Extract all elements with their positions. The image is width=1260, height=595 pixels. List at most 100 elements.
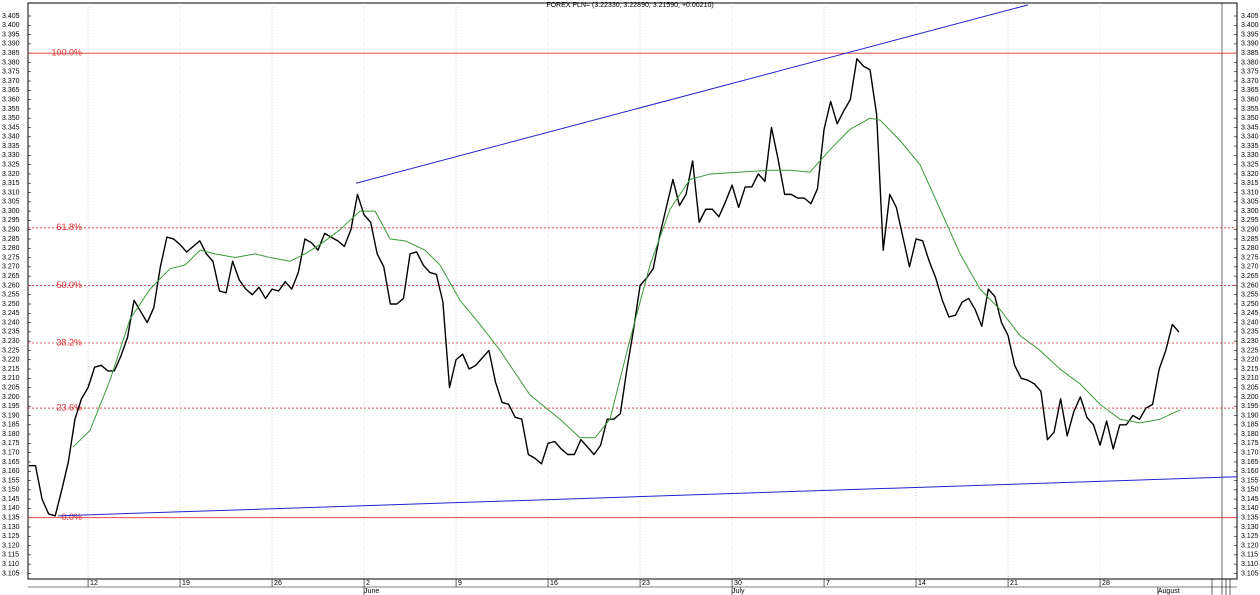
trendline [355,4,1029,184]
y-tick-label: 3.370 [1241,78,1259,85]
y-tick-label: 3.265 [2,273,20,280]
y-tick-label: 3.125 [2,533,20,540]
y-tick-label: 3.110 [2,561,19,568]
month-label: August [1158,588,1180,595]
y-tick-label: 3.145 [1241,496,1259,503]
y-tick-label: 3.235 [2,329,20,336]
y-tick-label: 3.135 [2,515,20,522]
y-tick-label: 3.285 [1241,236,1259,243]
y-tick-label: 3.220 [2,357,20,364]
y-tick-label: 3.195 [1241,403,1259,410]
y-tick-label: 3.240 [2,319,20,326]
y-tick-label: 3.370 [2,78,20,85]
y-tick-label: 3.320 [2,171,20,178]
y-tick-label: 3.400 [1241,22,1259,29]
price-line [28,58,1180,517]
y-tick-label: 3.385 [2,50,20,57]
y-tick-label: 3.170 [1241,449,1259,456]
y-tick-label: 3.295 [2,217,20,224]
y-tick-label: 3.250 [1241,301,1259,308]
x-tick-label: 30 [734,580,742,587]
y-tick-label: 3.165 [1241,459,1259,466]
y-tick-label: 3.215 [1241,366,1259,373]
y-tick-label: 3.285 [2,236,20,243]
y-tick-label: 3.375 [1241,69,1259,76]
y-tick-label: 3.405 [2,13,20,20]
y-tick-label: 3.130 [2,524,20,531]
y-tick-label: 3.205 [1241,384,1259,391]
y-tick-label: 3.105 [2,570,20,577]
y-tick-label: 3.230 [2,338,20,345]
y-tick-label: 3.270 [1241,264,1259,271]
y-tick-label: 3.290 [2,227,20,234]
y-tick-label: 3.275 [1241,254,1259,261]
y-tick-label: 3.175 [1241,440,1259,447]
fib-label: 50.0% [56,280,82,290]
x-tick-label: 14 [918,580,926,587]
y-tick-label: 3.175 [2,440,20,447]
y-tick-label: 3.165 [2,459,20,466]
y-tick-label: 3.150 [1241,487,1259,494]
y-tick-label: 3.385 [1241,50,1259,57]
y-tick-label: 3.205 [2,384,20,391]
y-tick-label: 3.245 [1241,310,1259,317]
y-tick-label: 3.120 [1241,542,1259,549]
y-tick-label: 3.235 [1241,329,1259,336]
y-tick-label: 3.390 [2,41,20,48]
y-tick-label: 3.150 [2,487,20,494]
y-tick-label: 3.180 [1241,431,1259,438]
y-tick-label: 3.255 [1241,292,1259,299]
x-tick-label: 16 [550,580,558,587]
y-tick-label: 3.295 [1241,217,1259,224]
y-tick-label: 3.365 [1241,87,1259,94]
fib-label: 23.6% [56,402,82,412]
y-tick-label: 3.170 [2,449,20,456]
y-tick-label: 3.380 [1241,59,1259,66]
y-tick-label: 3.325 [2,161,20,168]
y-tick-label: 3.225 [1241,347,1259,354]
y-tick-label: 3.195 [2,403,20,410]
y-tick-label: 3.210 [2,375,20,382]
y-tick-label: 3.340 [2,134,20,141]
y-tick-label: 3.215 [2,366,20,373]
y-tick-label: 3.115 [1241,552,1258,559]
y-tick-label: 3.395 [2,31,20,38]
y-tick-label: 3.140 [2,505,20,512]
month-label: July [732,588,745,595]
y-tick-label: 3.160 [2,468,20,475]
y-tick-label: 3.345 [1241,124,1259,131]
y-tick-label: 3.270 [2,264,20,271]
y-tick-label: 3.280 [1241,245,1259,252]
y-tick-label: 3.345 [2,124,20,131]
x-tick-label: 21 [1010,580,1018,587]
y-tick-label: 3.400 [2,22,20,29]
y-tick-label: 3.390 [1241,41,1259,48]
y-tick-label: 3.245 [2,310,20,317]
y-tick-label: 3.105 [1241,570,1259,577]
y-tick-label: 3.280 [2,245,20,252]
y-tick-label: 3.255 [2,292,20,299]
y-tick-label: 3.210 [1241,375,1259,382]
y-tick-label: 3.395 [1241,31,1259,38]
x-tick-label: 26 [274,580,282,587]
y-tick-label: 3.185 [2,422,20,429]
y-tick-label: 3.405 [1241,13,1259,20]
x-tick-label: 23 [642,580,650,587]
y-tick-label: 3.125 [1241,533,1259,540]
y-tick-label: 3.190 [1241,412,1259,419]
y-tick-label: 3.325 [1241,161,1259,168]
y-tick-label: 3.275 [2,254,20,261]
x-tick-label: 19 [182,580,190,587]
fib-label: 100.0% [51,48,82,58]
y-tick-label: 3.350 [2,115,20,122]
y-tick-label: 3.380 [2,59,20,66]
y-tick-label: 3.310 [2,189,20,196]
y-tick-label: 3.315 [1241,180,1259,187]
y-tick-label: 3.260 [1241,282,1259,289]
plot-frame [27,2,1238,580]
y-tick-label: 3.290 [1241,227,1259,234]
month-label: June [364,588,379,595]
y-tick-label: 3.330 [1241,152,1259,159]
y-tick-label: 3.320 [1241,171,1259,178]
